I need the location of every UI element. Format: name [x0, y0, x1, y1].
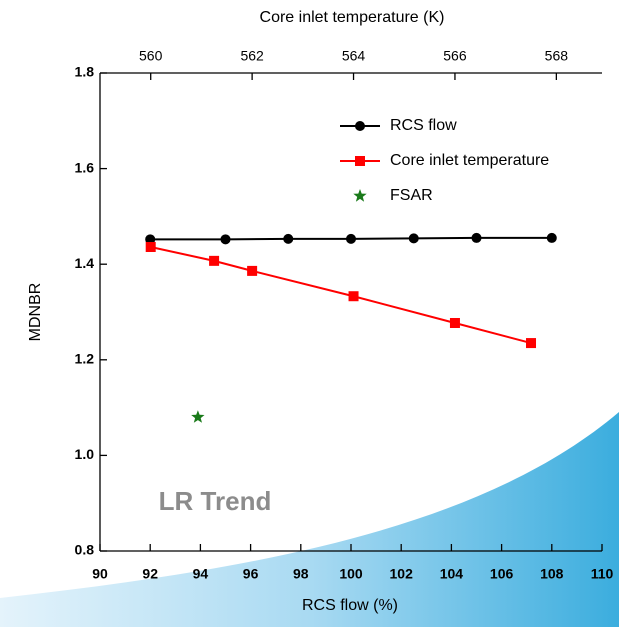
legend-label: Core inlet temperature [390, 152, 549, 169]
x-tick-label: 100 [339, 566, 363, 582]
x-tick-label: 102 [390, 566, 414, 582]
annotation: LR Trend [159, 486, 272, 516]
x-tick-label: 96 [243, 566, 259, 582]
y-tick-label: 1.2 [75, 351, 95, 367]
legend-marker [355, 156, 365, 166]
x2-tick-label: 560 [139, 48, 163, 64]
point [449, 317, 460, 328]
x-tick-label: 104 [440, 566, 464, 582]
y-tick-label: 1.4 [75, 255, 95, 271]
legend-marker [355, 121, 365, 131]
y-tick-label: 1.0 [75, 446, 95, 462]
point [209, 255, 220, 266]
x-tick-label: 94 [193, 566, 209, 582]
x-tick-label: 106 [490, 566, 514, 582]
point [471, 232, 482, 243]
x-axis-label: RCS flow (%) [302, 597, 398, 614]
point [546, 232, 557, 243]
point [220, 234, 231, 245]
legend-marker [353, 189, 367, 202]
x-tick-label: 108 [540, 566, 564, 582]
point [145, 234, 156, 245]
y-tick-label: 0.8 [75, 542, 95, 558]
x2-tick-label: 568 [545, 48, 569, 64]
y-axis-label: MDNBR [27, 283, 44, 342]
point [145, 241, 156, 252]
point [408, 233, 419, 244]
y-tick-label: 1.8 [75, 64, 95, 80]
point [247, 265, 258, 276]
x-tick-label: 92 [142, 566, 158, 582]
x-tick-label: 90 [92, 566, 108, 582]
x2-tick-label: 566 [443, 48, 467, 64]
legend-label: FSAR [390, 187, 433, 204]
legend-label: RCS flow [390, 117, 457, 134]
x2-tick-label: 562 [240, 48, 264, 64]
point [191, 410, 205, 423]
background-swoosh [0, 412, 619, 627]
series-line [150, 246, 532, 345]
point [283, 233, 294, 244]
x2-axis-label: Core inlet temperature (K) [260, 9, 445, 26]
y-tick-label: 1.6 [75, 159, 95, 175]
x-tick-label: 110 [591, 566, 614, 582]
point [526, 338, 537, 349]
x-tick-label: 98 [293, 566, 309, 582]
point [346, 233, 356, 244]
x2-tick-label: 564 [342, 48, 366, 64]
point [348, 291, 359, 302]
